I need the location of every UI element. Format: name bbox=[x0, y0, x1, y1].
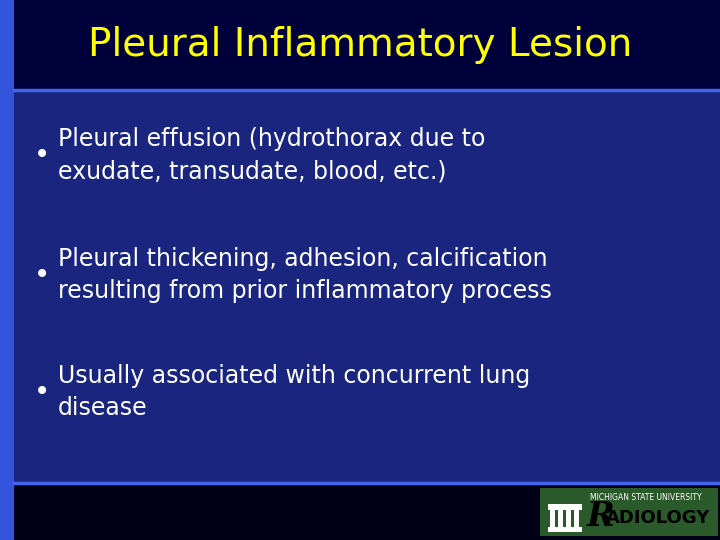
Text: MICHIGAN STATE UNIVERSITY: MICHIGAN STATE UNIVERSITY bbox=[590, 494, 701, 503]
Bar bbox=[0, 0, 720, 90]
Bar bbox=[540, 488, 718, 536]
Bar bbox=[566, 510, 571, 528]
Bar bbox=[0, 90, 720, 485]
Text: ADIOLOGY: ADIOLOGY bbox=[606, 509, 711, 527]
Text: Usually associated with concurrent lung
disease: Usually associated with concurrent lung … bbox=[58, 364, 530, 420]
Bar bbox=[558, 510, 563, 528]
Text: Pleural thickening, adhesion, calcification
resulting from prior inflammatory pr: Pleural thickening, adhesion, calcificat… bbox=[58, 247, 552, 303]
Bar bbox=[0, 485, 720, 540]
Text: Pleural effusion (hydrothorax due to
exudate, transudate, blood, etc.): Pleural effusion (hydrothorax due to exu… bbox=[58, 127, 485, 183]
Text: •: • bbox=[34, 378, 50, 406]
Text: R: R bbox=[587, 500, 615, 532]
Text: Pleural Inflammatory Lesion: Pleural Inflammatory Lesion bbox=[88, 26, 632, 64]
Bar bbox=[548, 504, 582, 510]
Bar bbox=[574, 510, 579, 528]
Bar bbox=[548, 527, 582, 532]
Text: •: • bbox=[34, 261, 50, 289]
Bar bbox=[550, 510, 555, 528]
Text: •: • bbox=[34, 141, 50, 169]
Bar bbox=[0, 0, 14, 540]
